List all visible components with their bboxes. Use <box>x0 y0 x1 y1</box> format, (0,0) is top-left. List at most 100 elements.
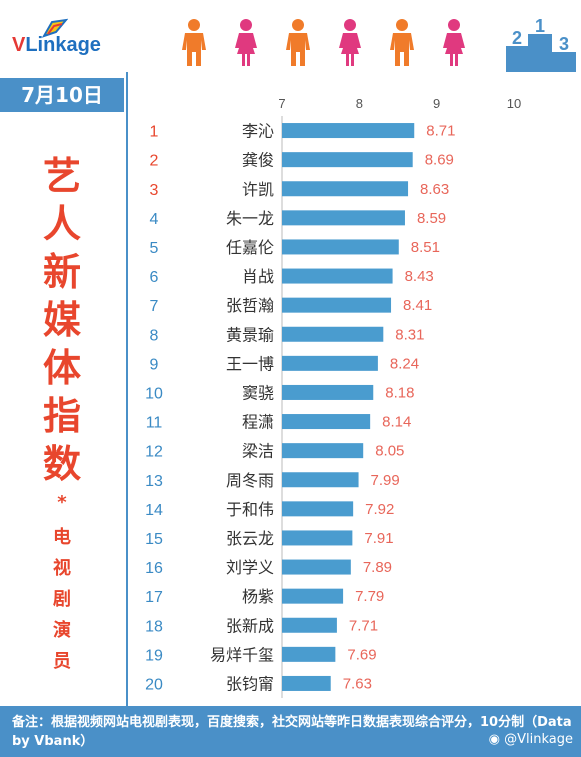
rank-label: 19 <box>145 647 163 664</box>
category-label: 张云龙 <box>226 529 274 548</box>
bar <box>282 588 344 604</box>
subtitle-char: 员 <box>53 651 71 672</box>
value-label: 8.24 <box>390 355 419 372</box>
bar <box>282 152 413 168</box>
rank-label: 7 <box>150 298 159 315</box>
chart-subtitle: 电 视 剧 演 员 <box>0 522 124 677</box>
x-tick-label: 9 <box>433 96 440 111</box>
category-label: 许凯 <box>242 180 274 199</box>
title-char: 媒 <box>42 298 81 342</box>
value-label: 8.18 <box>385 384 414 401</box>
category-label: 任嘉伦 <box>226 238 274 257</box>
rank-label: 12 <box>145 444 163 461</box>
category-label: 张哲瀚 <box>226 296 274 315</box>
logo-leaf-icon <box>42 18 68 38</box>
weibo-handle: ◉ @Vlinkage <box>489 732 573 747</box>
category-label: 周冬雨 <box>226 471 274 490</box>
category-label: 窦骁 <box>242 383 274 402</box>
category-label: 易烊千玺 <box>210 645 274 664</box>
value-label: 7.63 <box>343 675 372 692</box>
bar <box>282 210 405 226</box>
category-label: 于和伟 <box>226 500 274 519</box>
chart-title: 艺 人 新 媒 体 指 数 <box>0 152 124 488</box>
podium-icon: 2 1 3 <box>506 16 576 72</box>
female-person-icon <box>235 19 257 66</box>
category-label: 龚俊 <box>242 151 274 170</box>
category-label: 张钧甯 <box>226 674 274 693</box>
rank-label: 10 <box>145 385 163 402</box>
bar <box>282 326 384 342</box>
category-label: 王一博 <box>226 354 274 373</box>
bar <box>282 559 351 575</box>
value-label: 7.99 <box>371 472 400 489</box>
rank-label: 20 <box>145 676 163 693</box>
bar <box>282 617 337 633</box>
bar <box>282 675 331 691</box>
rank-label: 1 <box>150 124 159 141</box>
bar <box>282 123 415 139</box>
value-label: 8.05 <box>375 443 404 460</box>
subtitle-char: 剧 <box>53 589 71 610</box>
value-label: 8.41 <box>403 297 432 314</box>
title-char: 指 <box>42 394 81 438</box>
rank-label: 5 <box>150 240 159 257</box>
value-label: 8.31 <box>395 326 424 343</box>
value-label: 8.71 <box>426 123 455 140</box>
bar <box>282 472 359 488</box>
category-label: 梁洁 <box>242 442 274 461</box>
rank-label: 14 <box>145 502 163 519</box>
title-char: 数 <box>42 442 81 486</box>
logo-prefix: V <box>12 34 26 56</box>
value-label: 8.63 <box>420 181 449 198</box>
rank-label: 3 <box>150 182 159 199</box>
bar <box>282 501 354 517</box>
value-label: 7.92 <box>365 501 394 518</box>
title-char: 新 <box>42 250 81 294</box>
value-label: 7.79 <box>355 588 384 605</box>
female-person-icon <box>443 19 465 66</box>
header: VLinkage 2 1 3 <box>0 0 581 72</box>
category-label: 张新成 <box>226 616 274 635</box>
bar <box>282 384 374 400</box>
female-person-icon <box>339 19 361 66</box>
rank-label: 13 <box>145 473 163 490</box>
rank-label: 17 <box>145 589 163 606</box>
title-char: 体 <box>42 346 81 390</box>
category-label: 杨紫 <box>242 587 274 606</box>
male-person-icon <box>182 19 206 66</box>
category-label: 朱一龙 <box>226 209 274 228</box>
value-label: 7.91 <box>364 530 393 547</box>
rank-label: 18 <box>145 618 163 635</box>
podium-third: 3 <box>559 34 569 54</box>
rank-label: 15 <box>145 531 163 548</box>
footnote: 备注：根据视频网站电视剧表现，百度搜索，社交网站等昨日数据表现综合评分，10分制… <box>12 715 572 749</box>
category-label: 黄景瑜 <box>226 325 274 344</box>
value-label: 8.59 <box>417 210 446 227</box>
podium-first: 1 <box>535 16 545 36</box>
subtitle-char: 电 <box>53 527 71 548</box>
bar <box>282 414 371 430</box>
value-label: 7.89 <box>363 559 392 576</box>
bar <box>282 443 364 459</box>
category-label: 肖战 <box>242 267 274 286</box>
x-tick-label: 8 <box>356 96 363 111</box>
date-label: 7月10日 <box>0 78 124 112</box>
footer: 备注：根据视频网站电视剧表现，百度搜索，社交网站等昨日数据表现综合评分，10分制… <box>0 706 581 757</box>
rank-label: 4 <box>150 211 159 228</box>
category-label: 程潇 <box>242 413 274 432</box>
rank-label: 16 <box>145 560 163 577</box>
bar <box>282 355 378 371</box>
x-tick-label: 10 <box>507 96 521 111</box>
x-tick-label: 7 <box>278 96 285 111</box>
bar <box>282 268 393 284</box>
rank-label: 6 <box>150 269 159 286</box>
value-label: 8.43 <box>405 268 434 285</box>
male-person-icon <box>286 19 310 66</box>
logo-rest: Linkage <box>25 34 101 56</box>
value-label: 7.69 <box>347 646 376 663</box>
rank-label: 2 <box>150 153 159 170</box>
value-label: 7.71 <box>349 617 378 634</box>
bar <box>282 297 392 313</box>
rank-label: 11 <box>146 415 163 432</box>
subtitle-char: 演 <box>53 620 71 641</box>
